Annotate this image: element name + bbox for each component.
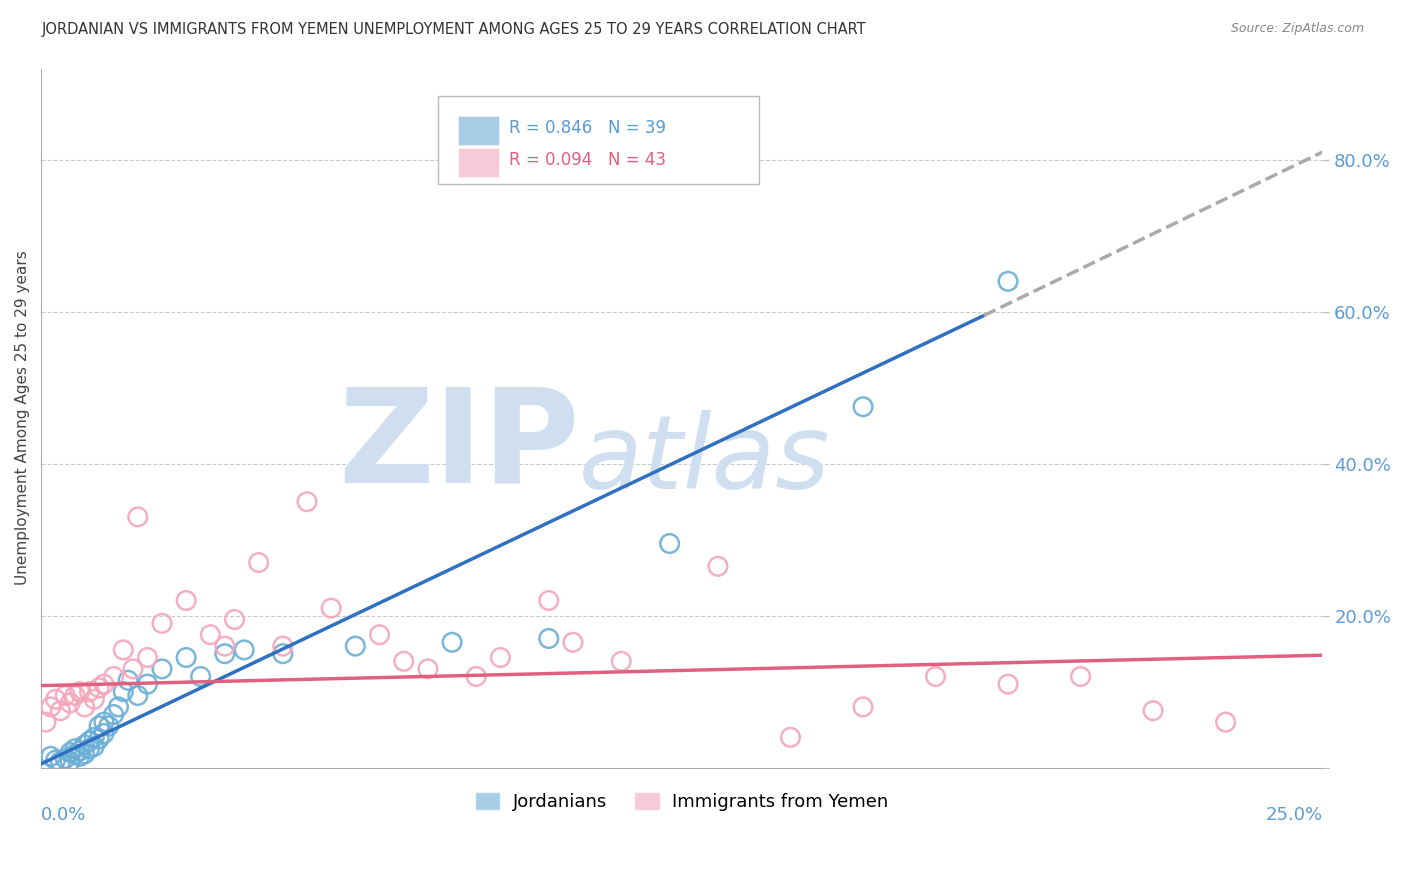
Point xyxy=(537,632,560,646)
FancyBboxPatch shape xyxy=(439,96,759,184)
Point xyxy=(441,635,464,649)
Point xyxy=(1070,669,1092,683)
Point xyxy=(997,274,1019,288)
Point xyxy=(779,731,801,745)
Point xyxy=(136,677,159,691)
Point xyxy=(49,755,72,769)
Point xyxy=(79,684,101,698)
Point xyxy=(73,747,96,761)
Point xyxy=(174,650,197,665)
Point xyxy=(416,662,439,676)
Text: ZIP: ZIP xyxy=(337,383,579,509)
Point xyxy=(214,639,236,653)
Point xyxy=(53,751,76,765)
Point xyxy=(89,731,111,746)
Point xyxy=(150,616,173,631)
Point xyxy=(321,601,343,615)
Point xyxy=(174,593,197,607)
Text: 25.0%: 25.0% xyxy=(1265,806,1322,824)
Point xyxy=(707,559,730,574)
Point xyxy=(93,726,115,740)
Point xyxy=(59,696,82,710)
Point xyxy=(73,738,96,752)
Point xyxy=(150,662,173,676)
Legend: Jordanians, Immigrants from Yemen: Jordanians, Immigrants from Yemen xyxy=(468,784,896,818)
Point xyxy=(997,677,1019,691)
Point xyxy=(136,650,159,665)
Point xyxy=(69,684,91,698)
Point xyxy=(107,699,129,714)
Point xyxy=(63,747,86,761)
Point xyxy=(53,689,76,703)
Text: R = 0.094   N = 43: R = 0.094 N = 43 xyxy=(509,152,666,169)
Point xyxy=(79,741,101,756)
Point xyxy=(89,681,111,695)
Point xyxy=(368,628,391,642)
Point xyxy=(295,494,318,508)
Point xyxy=(127,509,149,524)
Point xyxy=(392,654,415,668)
Point xyxy=(73,699,96,714)
Point xyxy=(1215,715,1237,730)
Text: atlas: atlas xyxy=(579,410,831,510)
Point xyxy=(59,746,82,760)
Point xyxy=(63,741,86,756)
Point xyxy=(89,719,111,733)
Point xyxy=(63,689,86,703)
Y-axis label: Unemployment Among Ages 25 to 29 years: Unemployment Among Ages 25 to 29 years xyxy=(15,251,30,585)
Point xyxy=(214,647,236,661)
Point xyxy=(610,654,633,668)
Point xyxy=(117,673,139,688)
Point xyxy=(103,669,125,683)
Text: 0.0%: 0.0% xyxy=(41,806,87,824)
Text: R = 0.846   N = 39: R = 0.846 N = 39 xyxy=(509,120,666,137)
Point xyxy=(79,734,101,748)
FancyBboxPatch shape xyxy=(457,148,499,178)
Point xyxy=(97,719,120,733)
Point xyxy=(49,704,72,718)
Point xyxy=(83,731,105,745)
Point xyxy=(852,699,875,714)
Point xyxy=(35,715,58,730)
Point xyxy=(200,628,222,642)
Point xyxy=(658,536,681,550)
Point xyxy=(271,639,294,653)
Text: Source: ZipAtlas.com: Source: ZipAtlas.com xyxy=(1230,22,1364,36)
Point xyxy=(39,699,62,714)
Point xyxy=(112,684,135,698)
Point xyxy=(924,669,946,683)
Point xyxy=(122,662,145,676)
Point xyxy=(852,400,875,414)
Point xyxy=(69,749,91,764)
Point xyxy=(344,639,367,653)
Point xyxy=(537,593,560,607)
Point xyxy=(271,647,294,661)
Point xyxy=(224,613,246,627)
Point xyxy=(45,753,67,767)
Point xyxy=(93,677,115,691)
Point xyxy=(127,689,149,703)
Point xyxy=(1142,704,1164,718)
Point xyxy=(39,749,62,764)
Point xyxy=(83,692,105,706)
Point xyxy=(83,739,105,754)
Point xyxy=(233,643,256,657)
Point xyxy=(45,692,67,706)
Point xyxy=(190,669,212,683)
Point xyxy=(59,755,82,769)
Point xyxy=(247,556,270,570)
Point xyxy=(489,650,512,665)
Point xyxy=(69,744,91,758)
Point xyxy=(93,715,115,730)
Point xyxy=(103,707,125,722)
Point xyxy=(561,635,583,649)
Text: JORDANIAN VS IMMIGRANTS FROM YEMEN UNEMPLOYMENT AMONG AGES 25 TO 29 YEARS CORREL: JORDANIAN VS IMMIGRANTS FROM YEMEN UNEMP… xyxy=(42,22,868,37)
FancyBboxPatch shape xyxy=(457,116,499,145)
Point xyxy=(465,669,488,683)
Point xyxy=(112,643,135,657)
